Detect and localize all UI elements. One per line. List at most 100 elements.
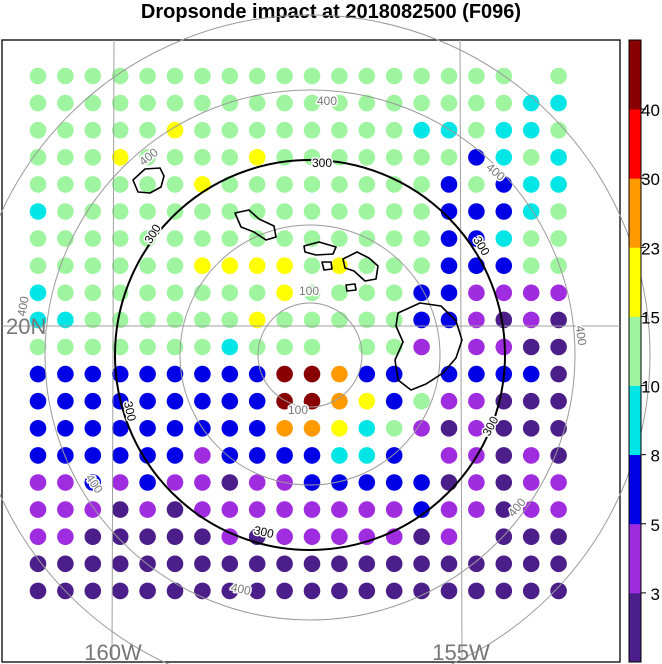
data-point (222, 230, 239, 247)
data-point (30, 230, 47, 247)
data-point (550, 149, 567, 166)
data-point (57, 366, 74, 383)
data-point (85, 149, 102, 166)
data-point (30, 393, 47, 410)
data-point (386, 203, 403, 220)
data-point (276, 257, 293, 274)
data-point (496, 583, 513, 600)
data-point (386, 447, 403, 464)
data-point (468, 68, 485, 85)
data-point (523, 230, 540, 247)
data-point (112, 149, 129, 166)
data-point (167, 95, 184, 112)
data-point (413, 149, 430, 166)
colorbar: 3581015233040 (629, 40, 660, 662)
data-point (413, 393, 430, 410)
data-point (386, 366, 403, 383)
data-point (194, 447, 211, 464)
data-point (468, 203, 485, 220)
data-point (386, 122, 403, 139)
colorbar-segment (629, 40, 641, 110)
data-point (167, 474, 184, 491)
data-point (139, 68, 156, 85)
data-point (57, 176, 74, 193)
data-point (359, 149, 376, 166)
colorbar-segment (629, 386, 641, 456)
data-point (249, 339, 266, 356)
data-point (249, 501, 266, 518)
island-lanai (322, 262, 332, 270)
data-point (276, 501, 293, 518)
data-point (249, 366, 266, 383)
ring-label-300-top: 300 (312, 156, 332, 170)
data-point (57, 203, 74, 220)
data-point (386, 95, 403, 112)
data-point (441, 230, 458, 247)
data-point (85, 68, 102, 85)
data-point (85, 393, 102, 410)
colorbar-segment (629, 316, 641, 386)
data-point (441, 501, 458, 518)
colorbar-segment (629, 455, 641, 525)
data-point (194, 501, 211, 518)
data-point (112, 122, 129, 139)
data-point (139, 528, 156, 545)
data-point (57, 285, 74, 302)
data-point (413, 583, 430, 600)
data-point (167, 257, 184, 274)
data-point (468, 556, 485, 573)
data-point (194, 149, 211, 166)
data-point (30, 447, 47, 464)
data-point (139, 420, 156, 437)
data-point (276, 230, 293, 247)
data-point (496, 149, 513, 166)
data-point (57, 501, 74, 518)
data-point (249, 285, 266, 302)
data-point (30, 528, 47, 545)
ring-label-300-lowright: 300 (480, 414, 502, 439)
data-point (57, 230, 74, 247)
colorbar-tick-label: 5 (651, 516, 660, 535)
data-point (386, 501, 403, 518)
data-point (468, 583, 485, 600)
data-point (222, 95, 239, 112)
data-point (222, 474, 239, 491)
data-point (468, 339, 485, 356)
data-point (304, 366, 321, 383)
data-point (523, 366, 540, 383)
data-point (222, 420, 239, 437)
data-point (331, 176, 348, 193)
data-point (85, 583, 102, 600)
data-point (523, 149, 540, 166)
data-point (249, 95, 266, 112)
data-point (85, 556, 102, 573)
ring-label-300-lowleft: 300 (121, 400, 139, 423)
data-point (386, 285, 403, 302)
data-point (304, 474, 321, 491)
data-point (550, 501, 567, 518)
data-point (359, 68, 376, 85)
data-point (550, 366, 567, 383)
data-point (30, 285, 47, 302)
data-point (112, 474, 129, 491)
data-point (194, 556, 211, 573)
data-point (523, 393, 540, 410)
data-point (386, 583, 403, 600)
data-point (112, 528, 129, 545)
data-point (222, 501, 239, 518)
data-point (139, 203, 156, 220)
data-point (85, 95, 102, 112)
data-point (112, 447, 129, 464)
colorbar-tick-label: 3 (651, 585, 660, 604)
data-point (276, 583, 293, 600)
data-point (386, 257, 403, 274)
data-point (30, 501, 47, 518)
data-point (139, 393, 156, 410)
data-point (85, 176, 102, 193)
coastlines (133, 168, 462, 390)
data-point (139, 285, 156, 302)
data-point (304, 257, 321, 274)
data-point (523, 285, 540, 302)
data-point (331, 528, 348, 545)
data-point (276, 203, 293, 220)
